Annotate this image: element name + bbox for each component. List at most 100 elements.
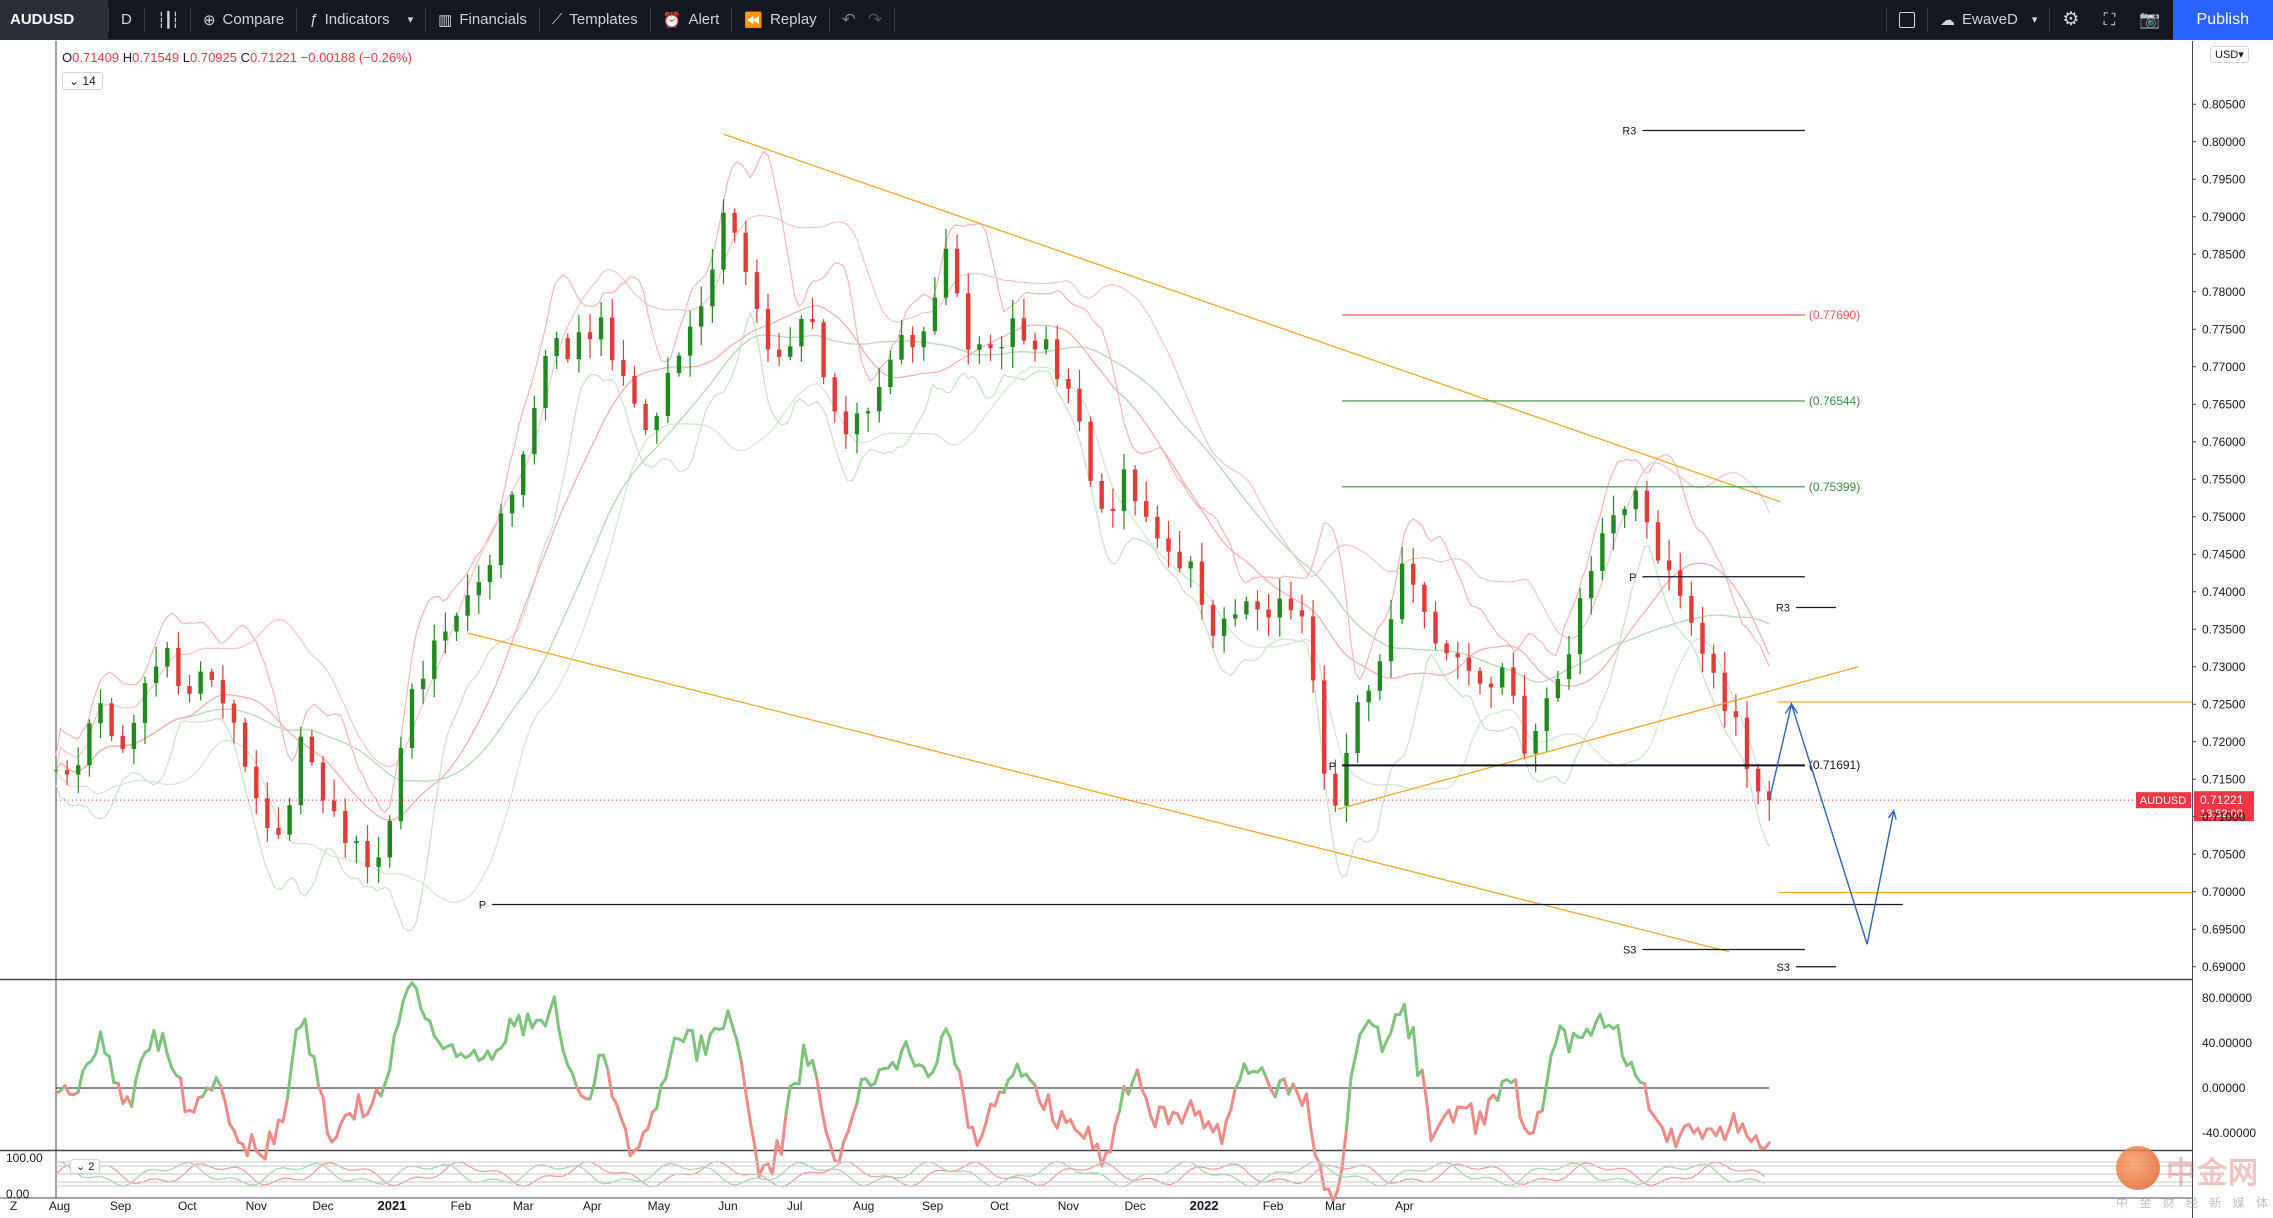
price-axis-label: 0.70500 [2202, 847, 2246, 861]
interval-button[interactable]: D [109, 0, 144, 40]
chevron-down-icon[interactable]: ▾ [2031, 14, 2038, 26]
layout-select-button[interactable] [1887, 0, 1927, 40]
fullscreen-button[interactable]: ⛶ [2091, 0, 2127, 40]
oscillator-segment [855, 1077, 863, 1105]
price-axis-label: 0.75500 [2202, 472, 2246, 486]
oscillator-segment [1474, 1110, 1482, 1135]
undo-button[interactable]: ↶ [830, 0, 868, 40]
camera-icon: 📷 [2139, 9, 2161, 29]
snapshot-button[interactable]: 📷 [2127, 0, 2172, 40]
compare-label: Compare [222, 11, 285, 28]
oscillator-segment [161, 1032, 169, 1056]
save-layout-button[interactable]: ☁ EwaveD ▾ [1928, 0, 2049, 40]
templates-button[interactable]: ⟋ Templates [540, 0, 650, 40]
wedge-line [1337, 666, 1859, 810]
oscillator-segment [770, 1139, 779, 1176]
oscillator-segment [797, 1043, 806, 1086]
oscillator-segment [1531, 1111, 1540, 1135]
oscillator-segment [490, 1049, 499, 1062]
oscillator-segment [1113, 1109, 1122, 1128]
oscillator-segment [503, 1017, 512, 1044]
middle-band-line [55, 304, 1770, 822]
chevron-down-icon[interactable]: ▾ [407, 14, 414, 26]
price-axis-label: 0.74000 [2202, 585, 2246, 599]
oscillator-segment [285, 1061, 294, 1101]
financials-icon: ▥ [438, 11, 453, 29]
oscillator-segment [1732, 1112, 1740, 1134]
axes-layer: 0.80500 0.80000 0.79500 0.79000 0.78500 0.780… [6, 97, 2256, 1213]
candle-body [732, 212, 737, 233]
candle-body [476, 582, 481, 596]
candle-body [276, 827, 281, 835]
candle-body [1188, 561, 1193, 569]
financials-button[interactable]: ▥ Financials [426, 0, 539, 40]
oscillator-segment [784, 1084, 792, 1118]
oscillator-segment [1643, 1082, 1651, 1111]
cloud-icon: ☁ [1940, 11, 1955, 29]
time-axis-label: Jul [787, 1199, 802, 1213]
pivot-label: R3 [1622, 126, 1636, 138]
oscillator-segment [1763, 1141, 1771, 1150]
candle-body [788, 346, 793, 357]
candle-body [921, 331, 926, 348]
oscillator-segment [357, 1093, 365, 1119]
candle-body [1244, 601, 1249, 615]
oscillator-segment [1109, 1124, 1117, 1154]
toolbar-divider [296, 7, 298, 32]
symbol-search-button[interactable]: AUDUSD [0, 0, 108, 40]
candle-body [1255, 601, 1260, 610]
oscillator-segment [165, 1052, 174, 1070]
alert-button[interactable]: ⏰ Alert [651, 0, 732, 40]
upper-band-2-line [55, 214, 1770, 771]
function-icon: ƒ [309, 11, 318, 28]
time-axis-label: Sep [110, 1199, 132, 1213]
oscillator-segment [214, 1076, 223, 1088]
oscillator-segment [619, 1116, 628, 1132]
oscillator-2-collapse-toggle[interactable]: ⌄ 2 [70, 1159, 101, 1174]
candle-body [1010, 318, 1015, 347]
replay-button[interactable]: ⏪ Replay [732, 0, 828, 40]
candle-body [176, 647, 181, 687]
currency-select[interactable]: USD▾ [2210, 46, 2249, 63]
oscillator-segment [1598, 1012, 1607, 1029]
chart-style-button[interactable]: ┆┃┆ [145, 0, 190, 40]
watermark-logo-icon [2116, 1146, 2160, 1190]
oscillator-segment [139, 1051, 147, 1064]
candle-body [643, 403, 648, 430]
indicator-length: 14 [82, 74, 96, 88]
oscillator-segment [370, 1088, 378, 1106]
candle-body [1388, 619, 1394, 662]
redo-button[interactable]: ↷ [868, 0, 894, 40]
price-axis-label: 0.76000 [2202, 435, 2246, 449]
candle-body [1399, 563, 1405, 620]
oscillator-segment [993, 1090, 1001, 1108]
publish-button[interactable]: Publish [2172, 0, 2273, 40]
oscillator-segment [414, 987, 423, 1011]
candle-body [1277, 598, 1282, 618]
candle-body [1233, 614, 1238, 619]
oscillator-segment [1260, 1066, 1268, 1080]
candle-body [354, 841, 359, 844]
oscillator-segment [1238, 1062, 1246, 1082]
oscillator-segment [1015, 1062, 1024, 1078]
candle-body [999, 347, 1004, 349]
candle-body [432, 640, 437, 679]
candle-body [1032, 340, 1038, 350]
oscillator-segment [521, 1012, 530, 1037]
indicators-button[interactable]: ƒ Indicators ▾ [297, 0, 425, 40]
settings-button[interactable]: ⚙ [2050, 0, 2091, 40]
candle-body [1199, 561, 1205, 605]
candle-body [621, 360, 626, 376]
compare-button[interactable]: ⊕ Compare [191, 0, 296, 40]
oscillator-segment [339, 1114, 347, 1126]
oscillator-segment [1674, 1133, 1682, 1149]
candle-body [821, 322, 826, 378]
candle-body [1700, 622, 1705, 654]
oscillator-segment [1086, 1125, 1095, 1151]
time-axis-label: Jun [718, 1199, 737, 1213]
chart-canvas[interactable]: (0.77690) (0.76544) (0.75399) (0.71691) R3 R3… [0, 41, 2273, 1218]
indicator-collapse-toggle[interactable]: ⌄ 14 [62, 72, 103, 90]
oscillator-segment [637, 1130, 645, 1149]
oscillator-segment [1514, 1078, 1522, 1119]
candle-body [1066, 379, 1071, 389]
